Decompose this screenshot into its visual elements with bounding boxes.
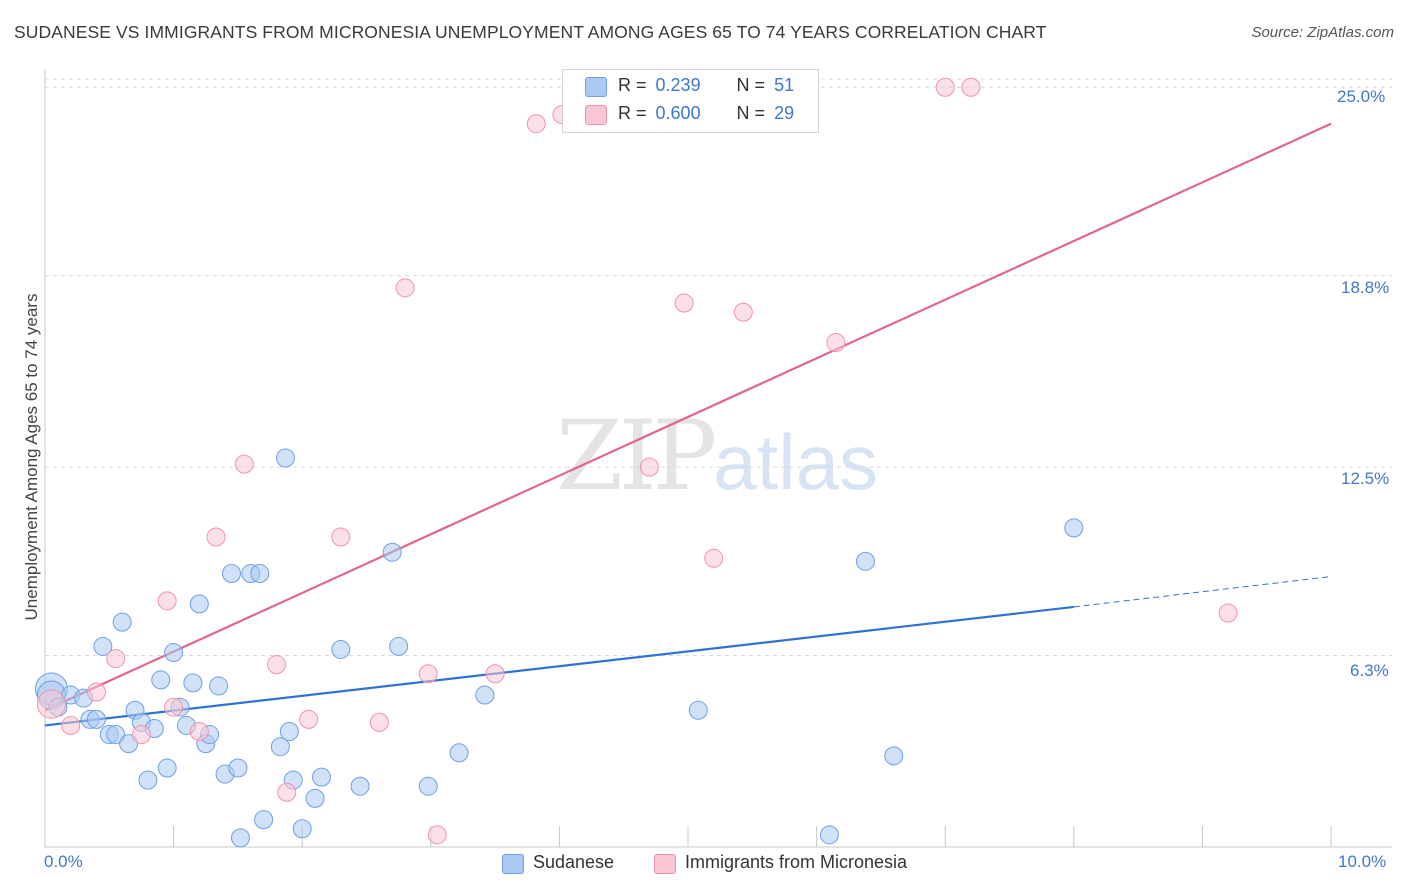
- point-micronesia: [299, 709, 319, 729]
- point-sudanese: [157, 758, 177, 778]
- point-sudanese: [292, 819, 312, 839]
- trend-line-sudanese: [44, 605, 1074, 727]
- point-sudanese: [221, 563, 241, 583]
- point-micronesia: [733, 302, 753, 322]
- legend-n-label: N =: [736, 75, 766, 95]
- bottom-legend-swatch-micronesia: [654, 854, 676, 874]
- point-sudanese: [418, 776, 438, 796]
- y-tick-label-12-5: 12.5%: [1341, 469, 1390, 488]
- point-sudanese: [884, 746, 904, 766]
- point-sudanese: [119, 734, 139, 754]
- y-tick-label-6-3: 6.3%: [1350, 661, 1389, 680]
- point-micronesia: [331, 527, 351, 547]
- legend-n-value-micronesia: 29: [774, 103, 795, 123]
- point-micronesia: [639, 457, 659, 477]
- point-micronesia: [277, 782, 297, 802]
- point-sudanese: [228, 758, 248, 778]
- point-sudanese: [331, 639, 351, 659]
- x-tick-label-max: 10.0%: [1338, 852, 1387, 871]
- point-sudanese: [819, 825, 839, 845]
- bottom-legend-label-micronesia: Immigrants from Micronesia: [685, 852, 908, 872]
- trend-line-micronesia: [44, 122, 1332, 712]
- point-micronesia: [157, 591, 177, 611]
- point-sudanese: [93, 636, 113, 656]
- point-sudanese: [209, 676, 229, 696]
- point-sudanese: [279, 722, 299, 742]
- point-sudanese: [138, 770, 158, 790]
- y-tick-label-25-0: 25.0%: [1337, 87, 1386, 106]
- point-micronesia: [935, 77, 955, 97]
- point-micronesia: [164, 697, 184, 717]
- point-sudanese: [475, 685, 495, 705]
- watermark-atlas: atlas: [713, 418, 878, 506]
- y-tick-label-18-8: 18.8%: [1341, 278, 1390, 297]
- point-micronesia: [485, 664, 505, 684]
- point-micronesia: [131, 725, 151, 745]
- point-micronesia: [526, 114, 546, 134]
- watermark-zip: ZIP: [556, 400, 717, 512]
- point-micronesia: [189, 722, 209, 742]
- point-sudanese: [1064, 518, 1084, 538]
- point-sudanese: [275, 448, 295, 468]
- trend-lines: [44, 122, 1332, 727]
- point-sudanese: [164, 643, 184, 662]
- point-sudanese: [106, 725, 126, 745]
- point-sudanese: [350, 776, 370, 796]
- legend-n-label: N =: [736, 103, 766, 123]
- point-micronesia: [674, 293, 694, 313]
- point-micronesia: [418, 664, 438, 684]
- point-sudanese: [311, 767, 331, 787]
- point-micronesia: [395, 278, 415, 298]
- chart-title: SUDANESE VS IMMIGRANTS FROM MICRONESIA U…: [14, 22, 1047, 42]
- point-micronesia: [234, 454, 254, 474]
- point-micronesia: [36, 689, 66, 719]
- point-sudanese: [112, 612, 132, 632]
- legend-swatch-sudanese: [585, 77, 607, 97]
- watermark: ZIPatlas: [556, 400, 878, 512]
- legend-swatch-micronesia: [585, 105, 607, 125]
- point-sudanese: [270, 737, 290, 757]
- point-sudanese: [250, 563, 270, 583]
- point-micronesia: [266, 655, 286, 675]
- point-micronesia: [369, 712, 389, 732]
- point-micronesia: [961, 77, 981, 97]
- bottom-legend-swatch-sudanese: [502, 854, 524, 874]
- point-sudanese: [189, 594, 209, 614]
- source-label: Source: ZipAtlas.com: [1251, 24, 1394, 41]
- data-points: [34, 77, 1238, 848]
- point-micronesia: [1218, 603, 1238, 623]
- legend-n-value-sudanese: 51: [774, 75, 795, 95]
- axes: [44, 69, 1392, 848]
- legend-r-label: R =: [618, 75, 647, 95]
- legend-r-value-micronesia: 0.600: [655, 103, 701, 123]
- point-micronesia: [61, 715, 81, 735]
- point-micronesia: [86, 682, 106, 702]
- point-micronesia: [427, 825, 447, 845]
- point-sudanese: [305, 788, 325, 808]
- x-tick-label-min: 0.0%: [44, 852, 83, 871]
- legend-r-label: R =: [618, 103, 647, 123]
- correlation-legend: R = 0.239 N = 51 R = 0.600 N = 29: [562, 69, 819, 133]
- point-sudanese: [230, 828, 250, 848]
- bottom-legend-label-sudanese: Sudanese: [533, 852, 615, 872]
- legend-row-micronesia: R = 0.600 N = 29: [618, 103, 794, 127]
- point-sudanese: [389, 636, 409, 656]
- point-micronesia: [206, 527, 226, 547]
- legend-row-sudanese: R = 0.239 N = 51: [618, 75, 794, 99]
- point-sudanese: [688, 700, 708, 720]
- point-sudanese: [382, 542, 402, 562]
- point-sudanese: [86, 709, 106, 729]
- point-sudanese: [183, 673, 203, 693]
- point-sudanese: [151, 670, 171, 690]
- point-sudanese: [855, 551, 875, 571]
- point-micronesia: [826, 333, 846, 353]
- point-micronesia: [106, 649, 126, 669]
- legend-r-value-sudanese: 0.239: [655, 75, 701, 95]
- point-sudanese: [254, 810, 274, 830]
- point-micronesia: [704, 548, 724, 568]
- trend-line-extension: [1073, 576, 1332, 608]
- point-sudanese: [449, 743, 469, 763]
